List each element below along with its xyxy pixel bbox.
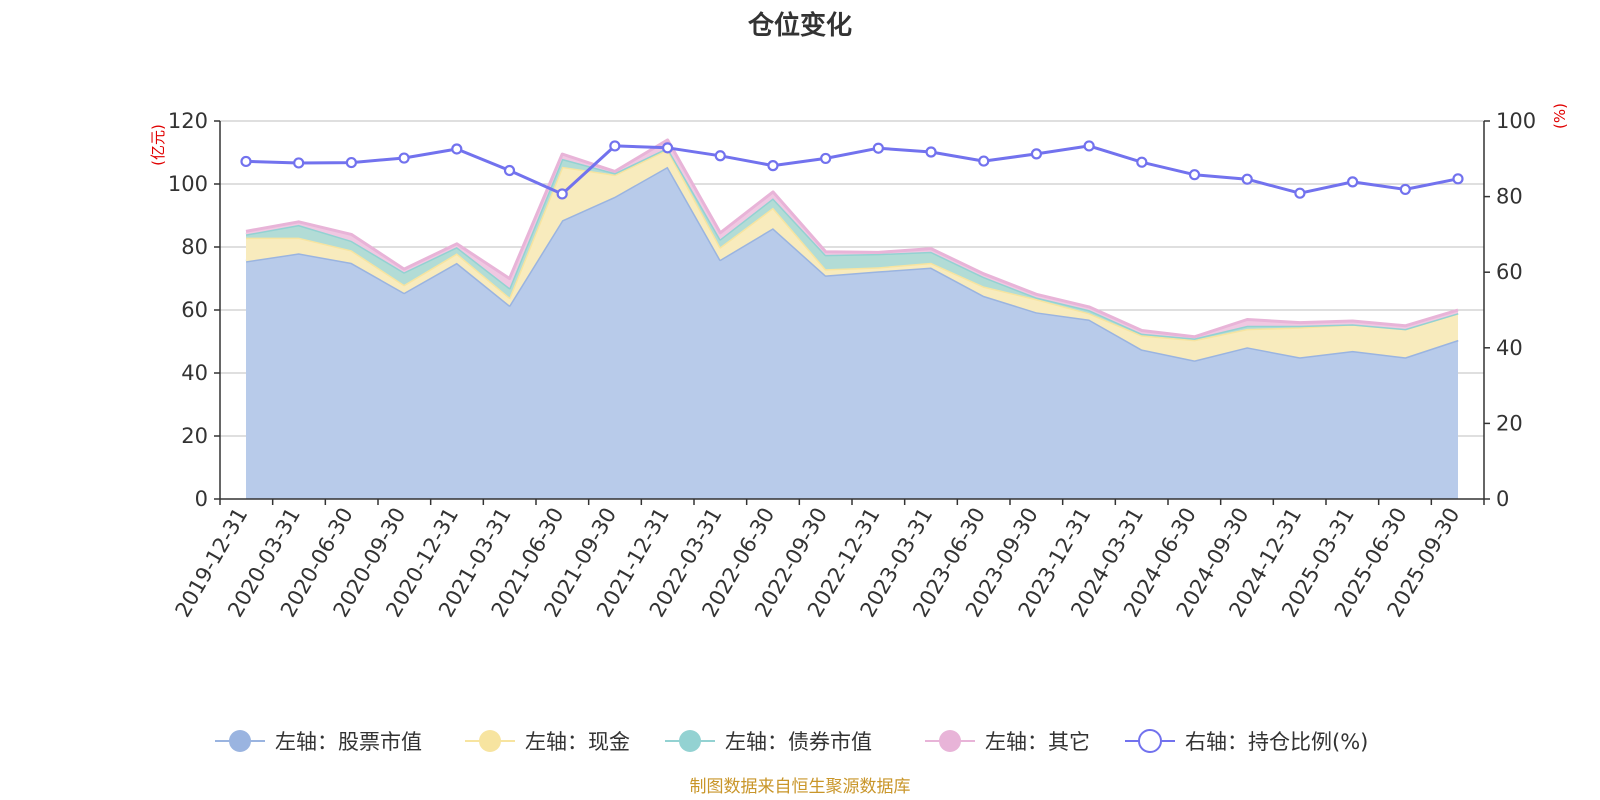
ratio-point[interactable] <box>872 142 884 154</box>
legend-label: 右轴：持仓比例(%) <box>1185 730 1368 754</box>
ratio-point[interactable] <box>398 152 410 164</box>
right-tick-label: 20 <box>1496 411 1523 435</box>
ratio-point[interactable] <box>661 142 674 154</box>
ratio-point[interactable] <box>556 188 568 200</box>
ratio-point[interactable] <box>1294 187 1306 199</box>
legend-item-2[interactable]: 左轴：债券市值 <box>665 730 872 754</box>
area-series-0 <box>246 166 1458 499</box>
legend-item-0[interactable]: 左轴：股票市值 <box>215 730 422 754</box>
right-tick-label: 60 <box>1496 260 1523 284</box>
left-tick-label: 40 <box>181 361 208 385</box>
ratio-point[interactable] <box>1083 140 1095 152</box>
ratio-point[interactable] <box>1452 173 1464 185</box>
right-tick-label: 0 <box>1496 487 1509 511</box>
left-tick-label: 0 <box>195 487 208 511</box>
ratio-point[interactable] <box>1399 183 1411 196</box>
legend-marker <box>479 730 501 752</box>
chart-title: 仓位变化 <box>747 10 852 41</box>
ratio-point[interactable] <box>1030 148 1043 160</box>
right-axis-unit: (%) <box>1551 103 1569 129</box>
legend-item-1[interactable]: 左轴：现金 <box>465 730 630 754</box>
ratio-point[interactable] <box>240 155 252 168</box>
legend-marker <box>1138 729 1162 753</box>
ratio-point[interactable] <box>293 157 305 169</box>
left-axis-unit: (亿元) <box>149 124 167 166</box>
right-tick-label: 80 <box>1496 185 1523 209</box>
ratio-point[interactable] <box>503 164 516 177</box>
ratio-point[interactable] <box>820 152 832 165</box>
legend-marker <box>679 730 701 752</box>
ratio-point[interactable] <box>1241 173 1253 185</box>
ratio-point[interactable] <box>925 146 937 158</box>
legend-label: 左轴：股票市值 <box>275 730 422 754</box>
ratio-line <box>240 140 1464 200</box>
left-tick-label: 60 <box>181 298 208 322</box>
legend-label: 左轴：现金 <box>525 730 630 754</box>
left-tick-label: 20 <box>181 424 208 448</box>
source-note: 制图数据来自恒生聚源数据库 <box>690 777 911 797</box>
ratio-point[interactable] <box>714 150 726 162</box>
ratio-line-path <box>245 144 1459 196</box>
legend-label: 左轴：债券市值 <box>725 730 872 754</box>
ratio-point[interactable] <box>345 156 357 169</box>
legend-label: 左轴：其它 <box>985 730 1090 754</box>
right-tick-label: 40 <box>1496 336 1523 360</box>
left-tick-label: 100 <box>168 172 208 196</box>
legend-item-3[interactable]: 左轴：其它 <box>925 730 1090 754</box>
ratio-point[interactable] <box>1347 176 1359 188</box>
ratio-point[interactable] <box>1188 169 1201 181</box>
right-tick-label: 100 <box>1496 109 1536 133</box>
legend[interactable]: 左轴：股票市值 左轴：现金 左轴：债券市值 左轴：其它 右轴：持仓比例(%) <box>215 729 1368 754</box>
ratio-point[interactable] <box>451 143 463 155</box>
ratio-point[interactable] <box>609 140 621 152</box>
ratio-point[interactable] <box>1136 156 1148 168</box>
stacked-areas <box>245 138 1459 499</box>
legend-marker <box>229 730 251 752</box>
area-edge-3 <box>245 138 1459 339</box>
left-tick-label: 80 <box>181 235 208 259</box>
left-tick-label: 120 <box>168 109 208 133</box>
ratio-point[interactable] <box>767 160 779 172</box>
legend-item-4[interactable]: 右轴：持仓比例(%) <box>1125 729 1368 754</box>
legend-marker <box>939 730 961 752</box>
ratio-point[interactable] <box>978 155 990 167</box>
area-series-2 <box>246 147 1458 340</box>
